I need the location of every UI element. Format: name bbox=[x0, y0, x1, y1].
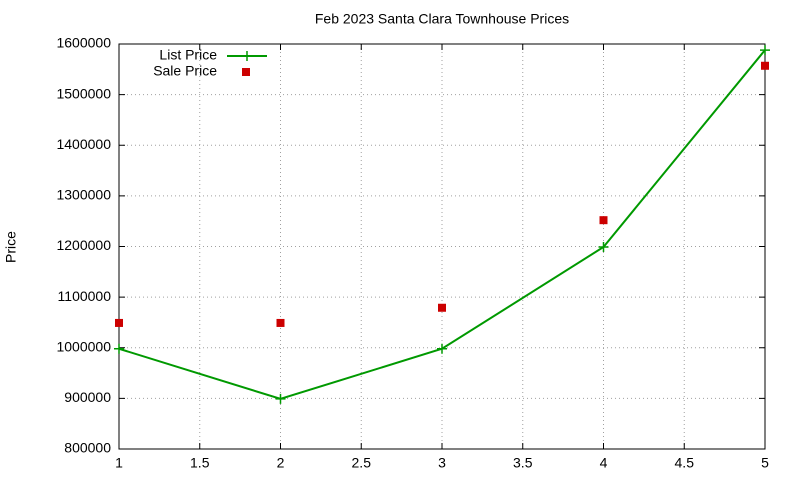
y-tick-label: 1000000 bbox=[56, 338, 111, 354]
data-point bbox=[275, 393, 286, 404]
x-tick-label: 2 bbox=[277, 455, 285, 471]
x-tick-label: 5 bbox=[761, 455, 769, 471]
y-axis-label: Price bbox=[3, 231, 19, 263]
y-tick-label: 1500000 bbox=[56, 85, 111, 101]
legend-label: Sale Price bbox=[153, 63, 217, 79]
plot-frame bbox=[118, 43, 766, 450]
legend-label: List Price bbox=[159, 47, 217, 63]
y-tick-label: 1400000 bbox=[56, 136, 111, 152]
x-tick-label: 4.5 bbox=[675, 455, 695, 471]
y-tick-label: 1600000 bbox=[56, 35, 111, 51]
legend-swatch bbox=[242, 68, 250, 76]
data-point bbox=[114, 343, 124, 354]
x-tick-label: 1 bbox=[115, 455, 123, 471]
x-tick-label: 3 bbox=[438, 455, 446, 471]
y-tick-label: 1200000 bbox=[56, 237, 111, 253]
y-tick-label: 900000 bbox=[64, 389, 111, 405]
x-tick-label: 1.5 bbox=[190, 455, 210, 471]
data-point bbox=[760, 45, 770, 56]
y-tick-label: 1300000 bbox=[56, 187, 111, 203]
chart-title: Feb 2023 Santa Clara Townhouse Prices bbox=[315, 11, 569, 27]
data-point bbox=[438, 303, 446, 312]
x-tick-label: 4 bbox=[600, 455, 608, 471]
data-point bbox=[276, 318, 285, 327]
data-point bbox=[115, 318, 123, 327]
data-point bbox=[761, 61, 769, 70]
data-point bbox=[598, 242, 609, 253]
x-tick-label: 3.5 bbox=[513, 455, 533, 471]
y-tick-label: 800000 bbox=[64, 440, 111, 456]
data-point bbox=[437, 343, 447, 354]
legend-swatch bbox=[242, 51, 252, 61]
x-tick-label: 2.5 bbox=[352, 455, 372, 471]
y-tick-label: 1100000 bbox=[58, 288, 112, 304]
data-point bbox=[599, 216, 608, 225]
